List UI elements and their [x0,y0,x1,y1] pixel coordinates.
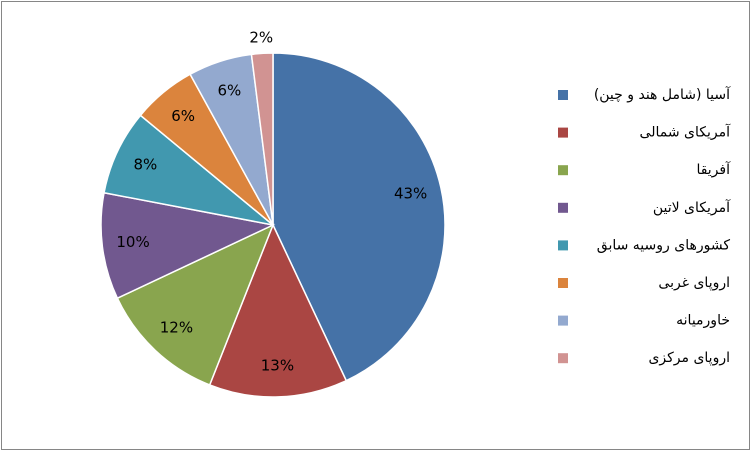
legend-swatch [558,90,568,100]
legend-swatch [558,315,568,326]
data-label: 43% [394,185,427,203]
pie-slice [100,191,276,300]
data-label: 13% [261,356,294,374]
legend-label: اروپای غربی [658,275,730,291]
data-label: 6% [171,107,195,125]
legend-label: آفریقا [696,161,731,178]
legend-label: خاورمیانه [676,313,730,329]
legend-swatch [558,353,568,364]
pie-slice [272,52,446,382]
legend-label: آمریکای لاتین [653,199,731,216]
pie-slice [208,223,348,398]
legend-label: اروپای مرکزی [648,350,730,366]
data-label: 12% [160,318,193,336]
data-label: 2% [249,28,273,46]
legend-swatch [558,165,568,176]
data-label: 10% [116,233,149,251]
legend-swatch [558,278,568,288]
legend-label: آمریکای شمالی [640,124,732,141]
legend-swatch [558,127,568,138]
legend-swatch [558,202,568,213]
legend-swatch [558,240,568,251]
data-label: 8% [133,155,157,173]
pie-slice [250,52,274,226]
pie-slice [116,223,275,386]
data-label: 6% [218,81,242,99]
legend-label: آسیا (شامل هند و چین) [594,86,731,103]
legend-label: کشورهای روسیه سابق [597,237,731,253]
